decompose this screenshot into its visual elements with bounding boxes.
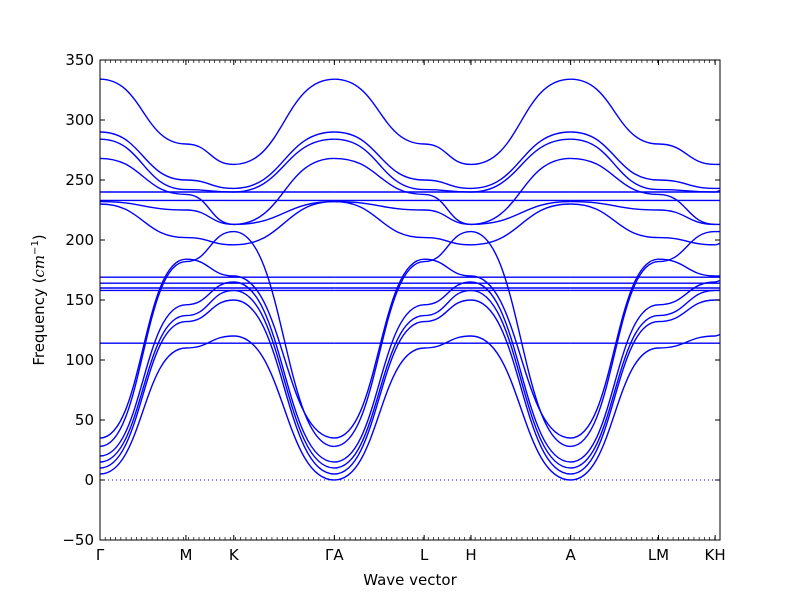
y-axis-label-unit-exp: −1: [30, 240, 41, 255]
y-tick-label: 0: [84, 471, 94, 489]
x-tick-label-1: M: [179, 546, 192, 564]
y-axis-label-unit: cm: [30, 255, 48, 278]
series-line-11: [99, 78, 335, 166]
series-line-43: [570, 258, 716, 439]
y-tick-label: 100: [65, 351, 94, 369]
y-tick-label: 300: [65, 111, 94, 129]
x-tick-label-3: ΓA: [325, 546, 344, 564]
series-line-29: [334, 131, 571, 190]
series-line-26: [334, 200, 571, 226]
y-axis-label: Frequency (cm−1): [30, 234, 48, 365]
series-line-60: [715, 280, 721, 283]
x-tick-label-0: Γ: [96, 546, 105, 564]
y-axis-label-text: Frequency: [30, 288, 48, 366]
series-line-21: [334, 289, 571, 469]
series-line-47: [570, 138, 716, 193]
series-line-4: [99, 230, 335, 448]
series-line-3: [99, 281, 335, 463]
series-line-6: [99, 200, 335, 246]
series-line-25: [334, 200, 571, 246]
series-line-0: [99, 335, 335, 481]
series-line-45: [570, 200, 716, 226]
y-tick-label: 150: [65, 291, 94, 309]
series-line-41: [570, 281, 716, 463]
series-line-24: [334, 258, 571, 439]
series-line-2: [99, 289, 335, 469]
series-line-10: [99, 131, 335, 190]
series-line-28: [334, 138, 571, 193]
plot-frame: [99, 59, 721, 541]
x-tick-label-5: H: [465, 546, 476, 564]
y-tick-label: 250: [65, 171, 94, 189]
series-line-22: [334, 281, 571, 463]
series-line-7: [99, 200, 335, 226]
y-tick-label: 200: [65, 231, 94, 249]
x-tick-label-7: LM: [648, 546, 669, 564]
series-line-48: [570, 131, 716, 190]
series-line-49: [570, 78, 716, 166]
series-line-63: [715, 242, 721, 246]
x-tick-label-6: A: [565, 546, 576, 564]
x-tick-label-4: L: [420, 546, 429, 564]
y-tick-label: 50: [75, 411, 94, 429]
x-axis-label: Wave vector: [363, 571, 457, 589]
x-tick-label-8: KH: [705, 546, 726, 564]
y-tick-label: 350: [65, 51, 94, 69]
y-tick-label: −50: [62, 531, 94, 549]
series-line-9: [99, 138, 335, 193]
series-line-44: [570, 203, 716, 246]
series-line-39: [570, 299, 716, 475]
series-line-57: [715, 334, 721, 337]
x-tick-label-2: K: [229, 546, 240, 564]
series-line-27: [334, 157, 571, 226]
series-line-5: [99, 258, 335, 439]
series-line-30: [334, 78, 571, 166]
series-line-65: [715, 190, 721, 193]
series-line-8: [99, 157, 335, 226]
series-line-23: [334, 230, 571, 448]
series-line-42: [570, 230, 716, 448]
series-line-1: [99, 299, 335, 475]
series-line-46: [570, 157, 716, 226]
series-line-20: [334, 299, 571, 475]
series-line-38: [570, 335, 716, 481]
series-line-19: [334, 335, 571, 481]
series-line-40: [570, 289, 716, 469]
